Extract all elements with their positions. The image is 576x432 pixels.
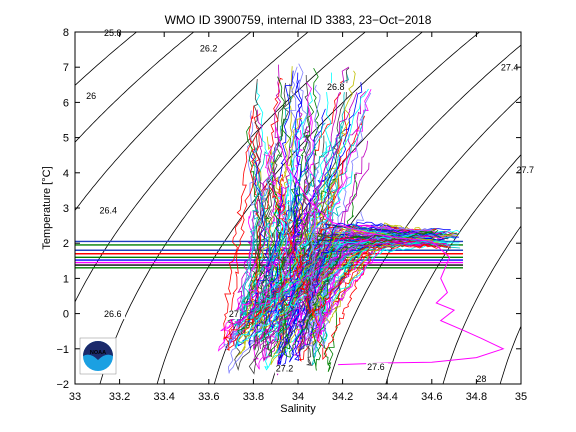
ts-profile	[266, 136, 445, 324]
y-tick-label: 2	[63, 238, 69, 250]
ts-profile	[237, 178, 449, 336]
x-tick-label: 35	[515, 391, 527, 403]
x-axis-ticks: 33 33.2 33.4 33.6 33.8 34 34.2 34.4 34.6 34.8 35	[69, 32, 527, 403]
isopycnal-label: 26.4	[100, 205, 118, 215]
chart-title: WMO ID 3900759, internal ID 3383, 23−Oct…	[165, 13, 432, 27]
isopycnal-label-bg	[366, 362, 389, 372]
ts-profile	[261, 64, 422, 362]
y-tick-label: 0	[63, 309, 69, 321]
y-tick-label: 7	[63, 62, 69, 74]
isopycnal-line	[385, 154, 521, 384]
isopycnal-label-bg	[274, 364, 297, 374]
ts-profile	[251, 122, 422, 326]
x-tick-label: 34.6	[421, 391, 442, 403]
isopycnal-label-bg	[85, 91, 98, 101]
x-tick-label: 33.4	[153, 391, 174, 403]
x-tick-label: 33	[69, 391, 81, 403]
isopycnal-label-bg	[515, 165, 538, 175]
ts-profile	[251, 137, 459, 331]
x-tick-label: 33.2	[109, 391, 130, 403]
isopycnal-label: 27.7	[517, 165, 535, 175]
ts-profile	[273, 184, 439, 358]
noaa-logo-text: NOAA	[90, 350, 106, 356]
ts-profile	[223, 105, 452, 340]
x-tick-label: 34.4	[376, 391, 397, 403]
isopycnal-line	[75, 32, 138, 86]
y-tick-label: 8	[63, 27, 69, 39]
ts-profile	[259, 194, 455, 330]
isopycnal-label-bg	[325, 83, 348, 93]
isopycnal-label: 28	[476, 374, 486, 384]
x-tick-label: 34.8	[466, 391, 487, 403]
isopycnal-labels: 25.8 26 26.2 26.4 26.6 26.8 27 27.2 27.4 27.6 27.7…	[85, 28, 538, 385]
ts-profiles	[217, 63, 505, 376]
ts-profile	[243, 83, 444, 338]
isopycnal-line	[75, 32, 252, 211]
isopycnal-label-bg	[98, 206, 121, 216]
y-tick-label: 6	[63, 97, 69, 109]
isopycnal-label-bg	[102, 29, 125, 39]
x-axis-label: Salinity	[280, 403, 316, 415]
highlight-profile	[275, 126, 505, 366]
y-axis-ticks: −2 −1 0 1 2 3 4 5 6 7 8	[56, 27, 521, 391]
isopycnal-label: 27.2	[276, 364, 294, 374]
isopycnal-label: 27.6	[367, 362, 385, 372]
isopycnal-label: 26.2	[200, 43, 218, 53]
ts-profile	[298, 63, 425, 348]
ts-profile	[268, 185, 448, 317]
ts-profile	[258, 91, 447, 350]
isopycnal-line	[75, 32, 195, 143]
x-tick-label: 34.2	[332, 391, 353, 403]
ts-profile	[278, 200, 432, 354]
isopycnal-line	[442, 225, 521, 384]
x-tick-label: 34	[292, 391, 304, 403]
y-tick-label: −2	[56, 379, 69, 391]
x-tick-label: 33.6	[198, 391, 219, 403]
ts-profile	[228, 178, 422, 345]
ts-profile	[264, 182, 429, 371]
y-tick-label: −1	[56, 344, 69, 356]
isopycnal-label-bg	[102, 310, 125, 320]
y-tick-label: 1	[63, 273, 69, 285]
noaa-logo-top	[83, 341, 113, 360]
isopycnal-label-bg	[227, 310, 240, 320]
y-tick-label: 3	[63, 203, 69, 215]
isopycnal-label: 25.8	[104, 28, 122, 38]
isopycnal-line	[499, 326, 521, 384]
ts-profile	[242, 151, 456, 318]
ts-profile	[270, 169, 423, 366]
ts-profile	[307, 84, 433, 347]
x-tick-label: 33.8	[243, 391, 264, 403]
isopycnal-label: 27.4	[501, 63, 519, 73]
isopycnal-label-bg	[198, 44, 221, 54]
ts-profile	[302, 74, 422, 366]
ts-profile	[224, 132, 433, 351]
isopycnal-line	[328, 95, 521, 384]
ts-profile	[227, 143, 436, 374]
isopycnal-line	[75, 32, 309, 303]
noaa-logo: NOAA	[79, 337, 117, 375]
ts-profile	[306, 82, 439, 341]
y-axis-label: Temperature [°C]	[41, 166, 53, 249]
isopycnal-label: 26.8	[327, 82, 345, 92]
isopycnal-line	[99, 32, 366, 384]
isopycnal-label-bg	[499, 63, 522, 73]
y-tick-label: 5	[63, 133, 69, 145]
isopycnal-label: 26.6	[104, 309, 122, 319]
isopycnal-label: 27	[229, 309, 239, 319]
isopycnal-label-bg	[475, 375, 488, 385]
ts-profile	[292, 183, 434, 361]
y-tick-label: 4	[63, 168, 69, 180]
isopycnal-label: 26	[86, 91, 96, 101]
ts-profile	[234, 188, 445, 326]
